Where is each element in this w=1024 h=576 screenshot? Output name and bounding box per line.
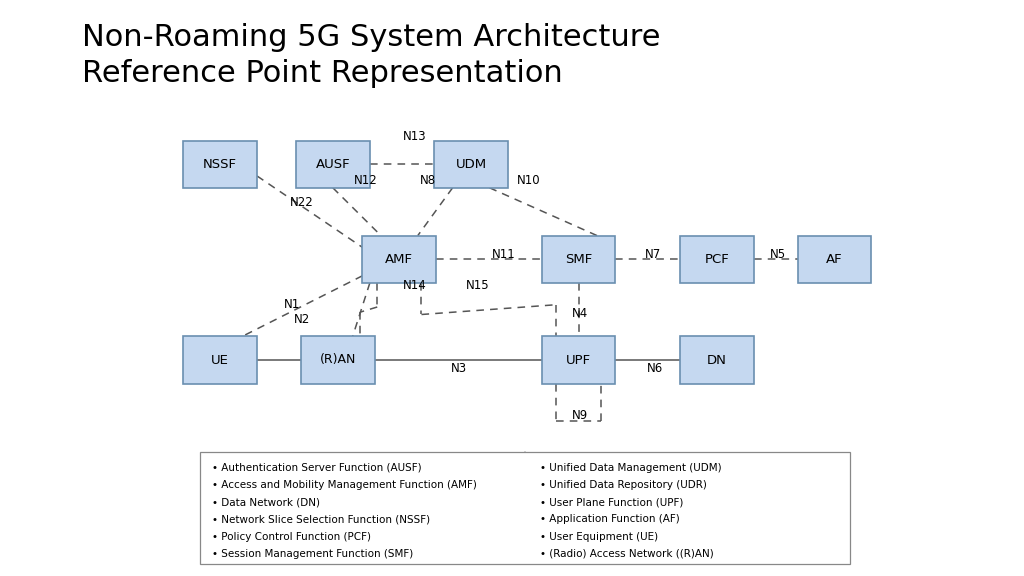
Text: • Application Function (AF): • Application Function (AF) bbox=[540, 514, 679, 524]
Text: N22: N22 bbox=[290, 196, 313, 209]
Text: • Session Management Function (SMF): • Session Management Function (SMF) bbox=[212, 549, 414, 559]
FancyBboxPatch shape bbox=[798, 236, 871, 283]
Text: PCF: PCF bbox=[705, 253, 729, 266]
Text: UDM: UDM bbox=[456, 158, 486, 170]
FancyBboxPatch shape bbox=[183, 141, 257, 188]
Text: DN: DN bbox=[707, 354, 727, 366]
Text: • (Radio) Access Network ((R)AN): • (Radio) Access Network ((R)AN) bbox=[540, 549, 714, 559]
Text: N4: N4 bbox=[571, 308, 588, 320]
FancyBboxPatch shape bbox=[680, 236, 754, 283]
Text: N12: N12 bbox=[354, 175, 378, 187]
Text: N11: N11 bbox=[492, 248, 515, 261]
Text: N10: N10 bbox=[517, 175, 541, 187]
Text: N7: N7 bbox=[645, 248, 662, 261]
Text: N9: N9 bbox=[571, 410, 588, 422]
Text: • User Equipment (UE): • User Equipment (UE) bbox=[540, 532, 657, 541]
Text: • User Plane Function (UPF): • User Plane Function (UPF) bbox=[540, 497, 683, 507]
Text: N15: N15 bbox=[466, 279, 489, 291]
Text: • Policy Control Function (PCF): • Policy Control Function (PCF) bbox=[212, 532, 371, 541]
Text: AF: AF bbox=[826, 253, 843, 266]
Text: • Data Network (DN): • Data Network (DN) bbox=[212, 497, 319, 507]
Text: N3: N3 bbox=[451, 362, 467, 375]
Text: N6: N6 bbox=[647, 362, 664, 375]
Text: • Unified Data Repository (UDR): • Unified Data Repository (UDR) bbox=[540, 480, 707, 490]
Text: NSSF: NSSF bbox=[203, 158, 238, 170]
Text: N8: N8 bbox=[420, 175, 436, 187]
FancyBboxPatch shape bbox=[434, 141, 508, 188]
Text: • Network Slice Selection Function (NSSF): • Network Slice Selection Function (NSSF… bbox=[212, 514, 430, 524]
FancyBboxPatch shape bbox=[296, 141, 370, 188]
Text: N13: N13 bbox=[402, 130, 426, 143]
Text: N2: N2 bbox=[294, 313, 310, 326]
FancyBboxPatch shape bbox=[542, 336, 615, 384]
Text: (R)AN: (R)AN bbox=[319, 354, 356, 366]
Text: SMF: SMF bbox=[565, 253, 592, 266]
Text: UE: UE bbox=[211, 354, 229, 366]
Text: AMF: AMF bbox=[385, 253, 414, 266]
Text: • Authentication Server Function (AUSF): • Authentication Server Function (AUSF) bbox=[212, 463, 422, 472]
Text: • Access and Mobility Management Function (AMF): • Access and Mobility Management Functio… bbox=[212, 480, 477, 490]
Text: Non-Roaming 5G System Architecture
Reference Point Representation: Non-Roaming 5G System Architecture Refer… bbox=[82, 23, 660, 88]
FancyBboxPatch shape bbox=[200, 452, 850, 564]
Text: • Unified Data Management (UDM): • Unified Data Management (UDM) bbox=[540, 463, 721, 472]
FancyBboxPatch shape bbox=[542, 236, 615, 283]
FancyBboxPatch shape bbox=[680, 336, 754, 384]
Text: N14: N14 bbox=[402, 279, 426, 291]
Text: N1: N1 bbox=[284, 298, 300, 310]
Text: N5: N5 bbox=[770, 248, 786, 261]
FancyBboxPatch shape bbox=[183, 336, 257, 384]
FancyBboxPatch shape bbox=[362, 236, 436, 283]
FancyBboxPatch shape bbox=[301, 336, 375, 384]
Text: AUSF: AUSF bbox=[315, 158, 350, 170]
Text: UPF: UPF bbox=[566, 354, 591, 366]
